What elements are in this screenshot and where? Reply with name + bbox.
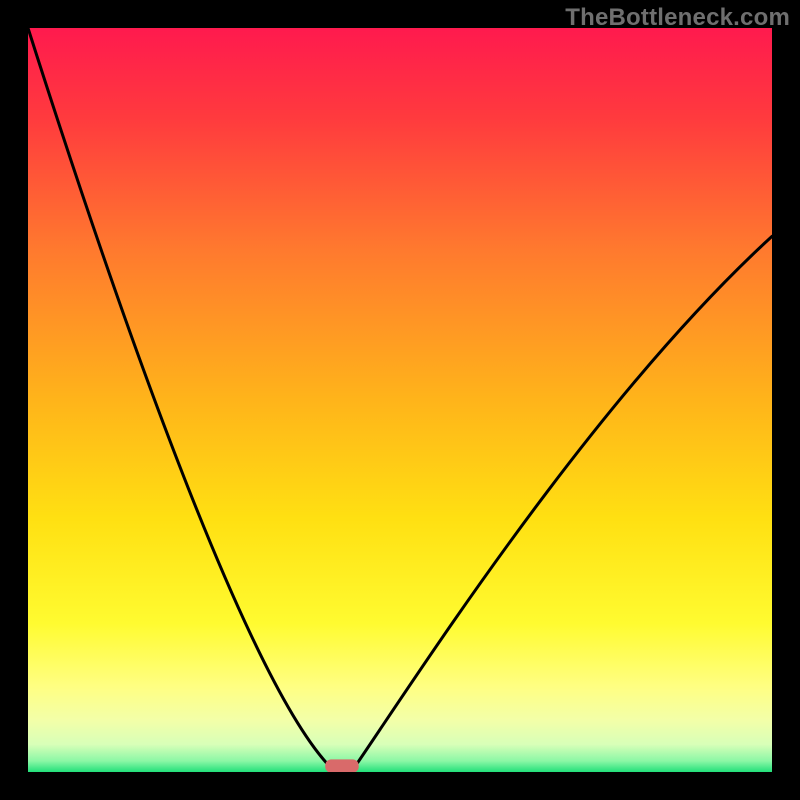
gradient-background [28, 28, 772, 772]
chart-container: TheBottleneck.com [0, 0, 800, 800]
plot-area [28, 28, 772, 772]
minimum-marker [325, 759, 358, 772]
bottleneck-curve-chart [28, 28, 772, 772]
